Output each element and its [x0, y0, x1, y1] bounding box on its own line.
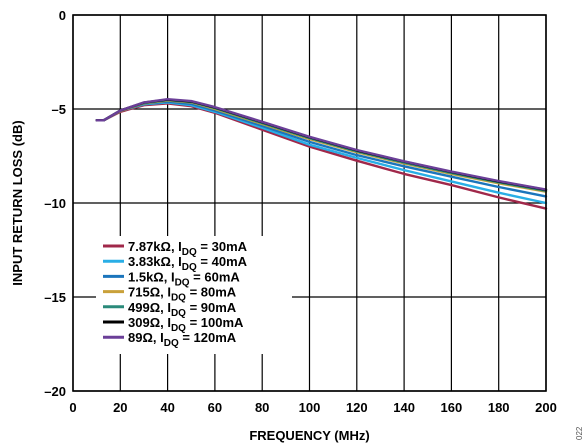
figure-id: 022: [575, 426, 584, 440]
y-tick-label: –10: [44, 196, 66, 211]
legend-entry: 1.5kΩ, IDQ = 60mA: [128, 269, 240, 288]
y-tick-label: –20: [44, 384, 66, 399]
x-tick-label: 100: [299, 400, 321, 415]
legend-background: [96, 236, 292, 354]
series-line: [95, 101, 548, 205]
legend-entry: 3.83kΩ, IDQ = 40mA: [128, 254, 248, 273]
legend-entry: 7.87kΩ, IDQ = 30mA: [128, 239, 248, 258]
x-tick-label: 60: [208, 400, 222, 415]
x-tick-label: 0: [69, 400, 76, 415]
tick-labels: 0 20 40 60 80 100 120 140 160 180 200 0 –5 –10 –15 –20: [44, 8, 557, 415]
x-tick-label: 80: [255, 400, 269, 415]
plot-frame: [72, 14, 547, 392]
legend-entry: 309Ω, IDQ = 100mA: [128, 315, 244, 334]
y-axis-title: INPUT RETURN LOSS (dB): [10, 120, 25, 285]
legend-entry: 499Ω, IDQ = 90mA: [128, 300, 237, 319]
series-layer: [95, 97, 548, 210]
x-tick-label: 180: [488, 400, 510, 415]
y-tick-label: –15: [44, 290, 66, 305]
legend-entry: 89Ω, IDQ = 120mA: [128, 330, 237, 349]
legend-entry: 715Ω, IDQ = 80mA: [128, 285, 237, 304]
series-line: [95, 97, 548, 191]
x-tick-label: 200: [535, 400, 557, 415]
y-tick-label: –5: [52, 102, 66, 117]
y-tick-label: 0: [59, 8, 66, 23]
x-tick-label: 140: [393, 400, 415, 415]
x-axis-title: FREQUENCY (MHz): [249, 428, 369, 443]
x-tick-label: 40: [160, 400, 174, 415]
x-tick-label: 20: [113, 400, 127, 415]
x-tick-label: 120: [346, 400, 368, 415]
x-tick-label: 160: [441, 400, 463, 415]
series-line: [95, 102, 548, 210]
